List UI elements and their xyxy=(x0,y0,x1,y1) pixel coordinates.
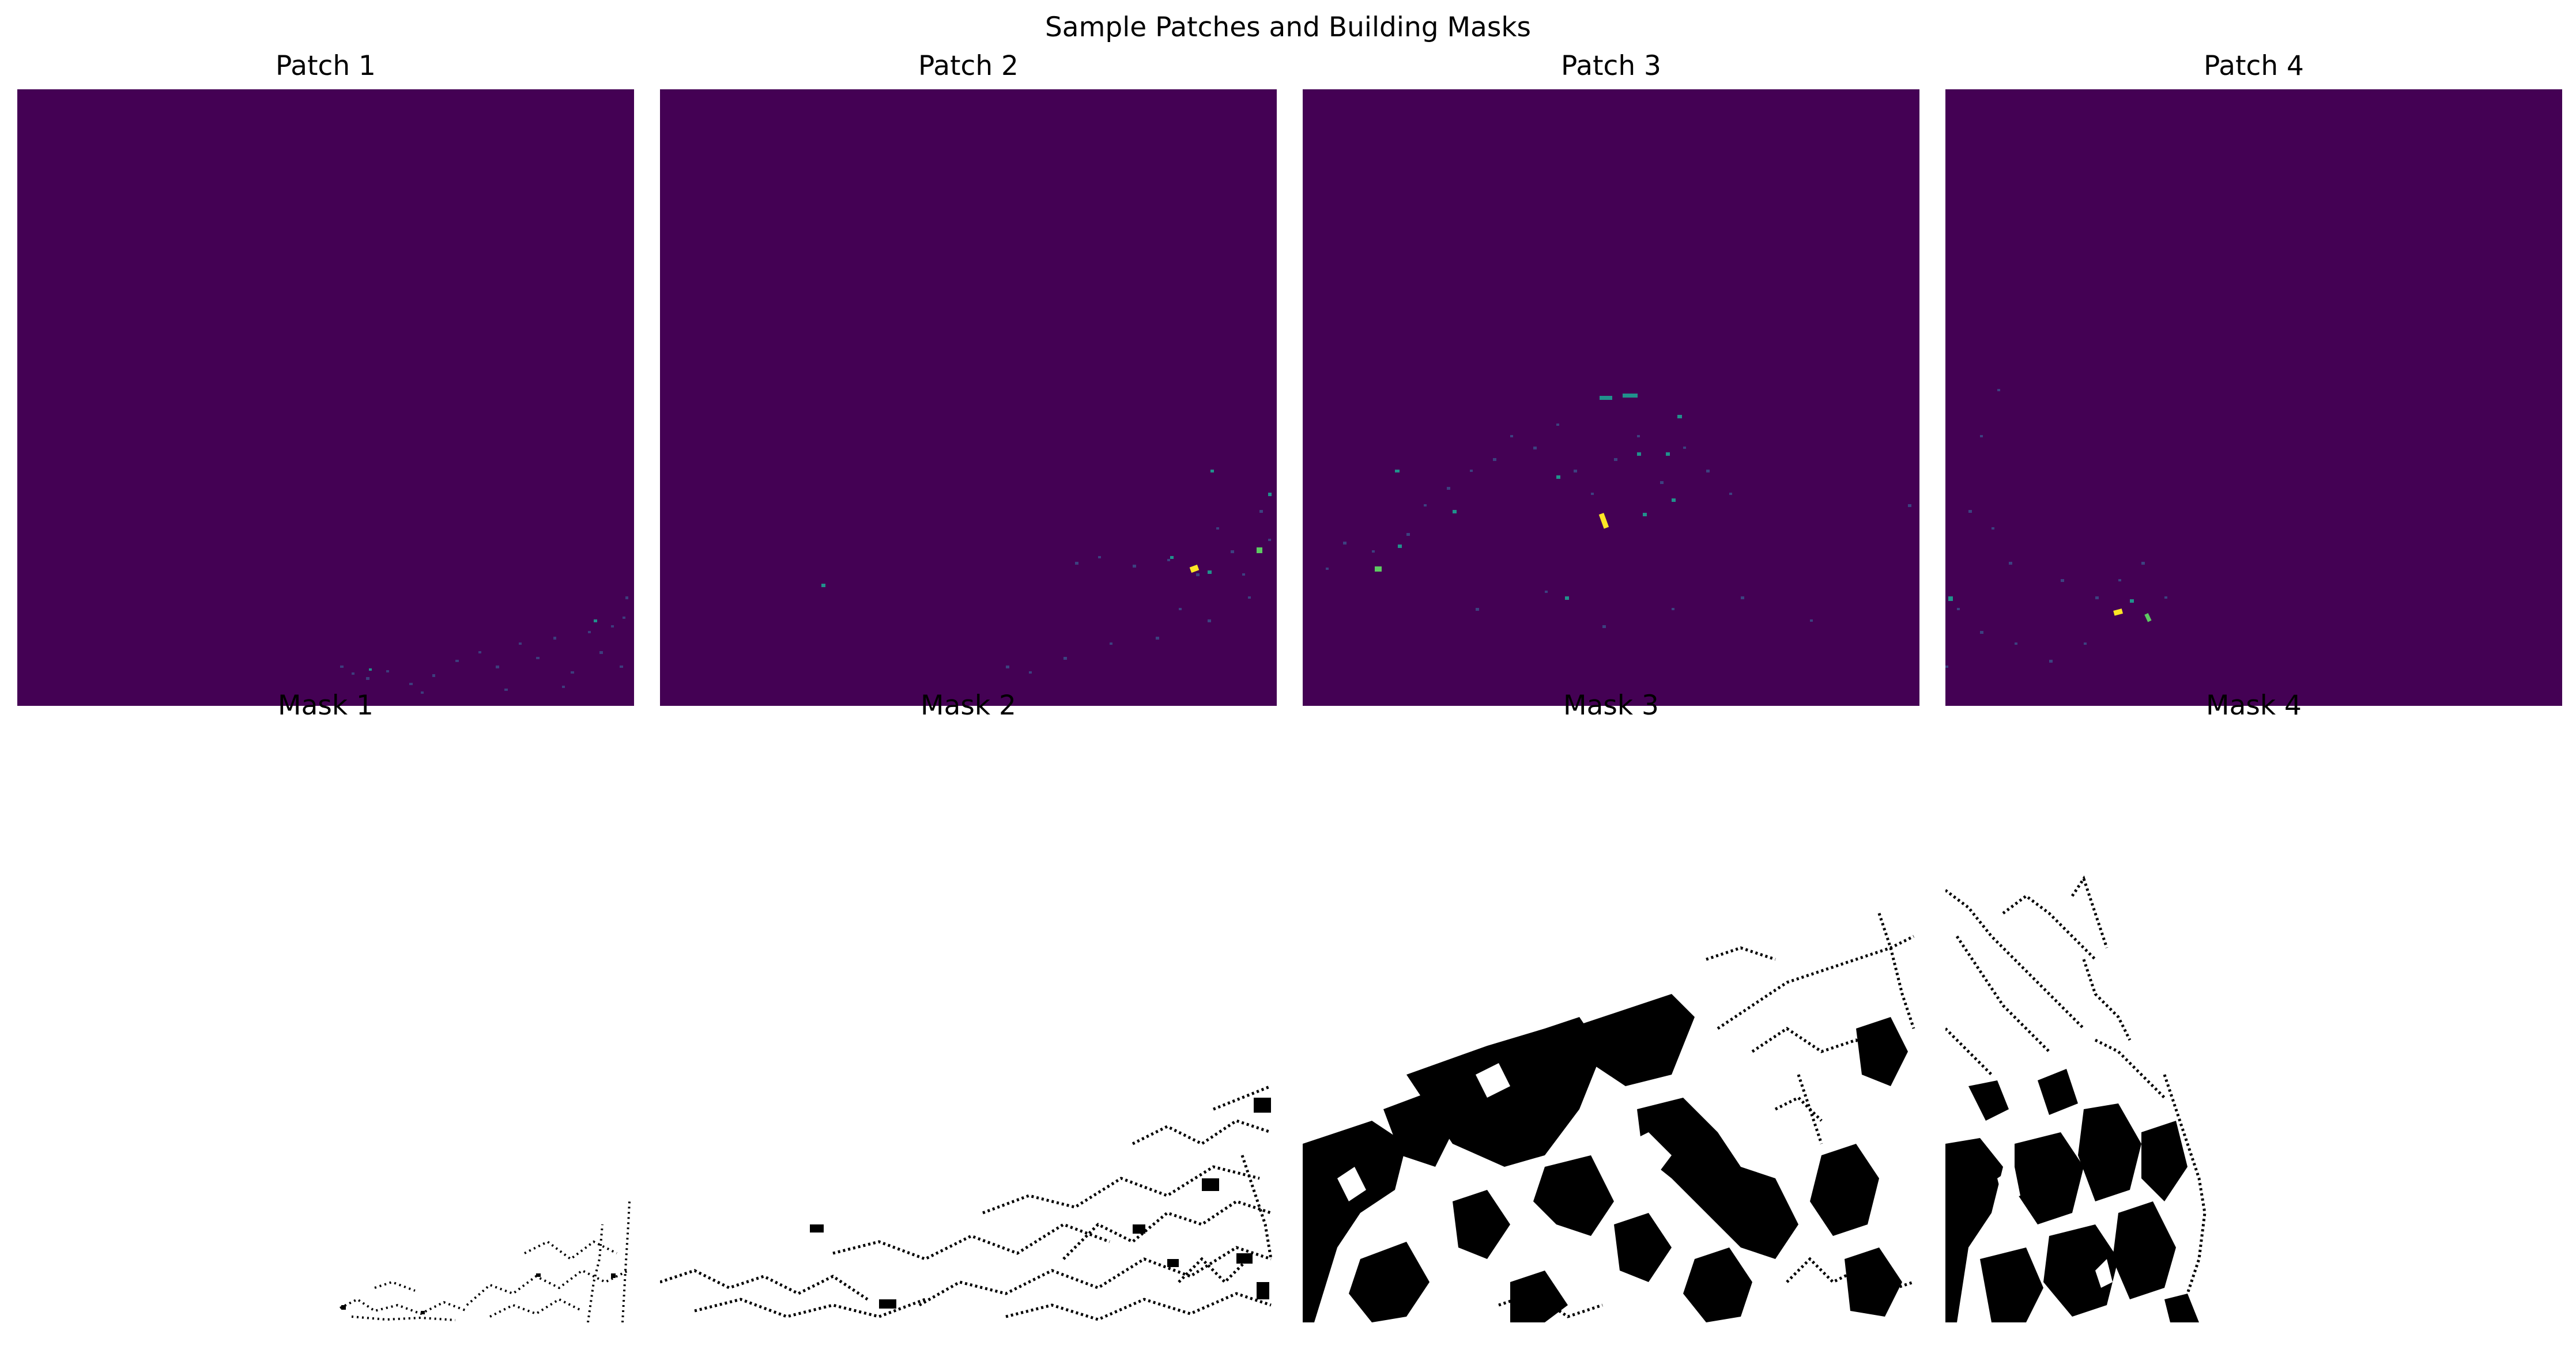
patch-4-image xyxy=(1945,89,2562,706)
patch-1-image xyxy=(17,89,634,706)
patch-2-image xyxy=(660,89,1277,706)
patch-3-image xyxy=(1303,89,1919,706)
mask-2-title: Mask 2 xyxy=(921,690,1016,721)
figure-title: Sample Patches and Building Masks xyxy=(1044,12,1532,43)
mask-2-image xyxy=(660,706,1277,1322)
mask-4-title: Mask 4 xyxy=(2206,690,2302,721)
mask-4-image xyxy=(1945,706,2562,1322)
mask-1-title: Mask 1 xyxy=(278,690,374,721)
patch-4-title: Patch 4 xyxy=(2204,50,2304,82)
patch-1-title: Patch 1 xyxy=(276,50,376,82)
mask-3-title: Mask 3 xyxy=(1563,690,1659,721)
patch-2-title: Patch 2 xyxy=(918,50,1019,82)
mask-3-image xyxy=(1303,706,1919,1322)
mask-1-image xyxy=(17,706,634,1322)
patch-3-title: Patch 3 xyxy=(1561,50,1661,82)
